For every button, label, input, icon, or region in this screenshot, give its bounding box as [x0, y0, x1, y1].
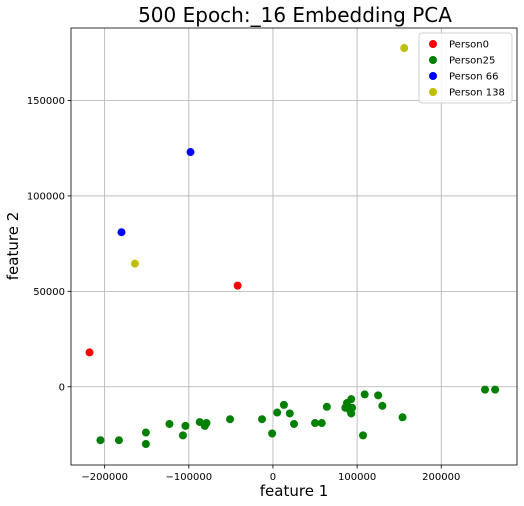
x-tick-label: −200000: [81, 472, 128, 483]
data-point: [233, 281, 242, 290]
data-point: [186, 148, 195, 157]
data-point: [141, 428, 150, 437]
data-point: [285, 409, 294, 418]
y-axis-title: feature 2: [4, 212, 22, 280]
data-point: [279, 400, 288, 409]
data-point: [181, 421, 190, 430]
data-point: [348, 403, 357, 412]
data-point: [258, 415, 267, 424]
legend-label: Person0: [449, 40, 489, 51]
data-point: [178, 431, 187, 440]
y-tick-label: 150000: [27, 96, 65, 107]
legend-marker: [429, 72, 437, 80]
x-tick-label: 100000: [338, 472, 376, 483]
data-point: [202, 419, 211, 428]
data-point: [114, 436, 123, 445]
data-point: [311, 419, 320, 428]
data-point: [347, 395, 356, 404]
legend-marker: [429, 40, 437, 48]
data-point: [374, 391, 383, 400]
data-point: [130, 259, 139, 268]
data-point: [226, 415, 235, 424]
y-tick-label: 50000: [33, 287, 65, 298]
data-point: [141, 440, 150, 449]
data-point: [117, 228, 126, 237]
data-point: [481, 385, 490, 394]
data-point: [359, 431, 368, 440]
data-point: [85, 348, 94, 357]
data-point: [290, 419, 298, 428]
data-point: [273, 408, 282, 417]
data-points: [85, 44, 500, 449]
legend-marker: [429, 56, 437, 64]
data-point: [165, 419, 174, 428]
x-axis-title: feature 1: [260, 482, 328, 500]
data-point: [491, 385, 500, 394]
y-tick-label: 0: [59, 382, 65, 393]
data-point: [317, 419, 326, 428]
legend-label: Person 138: [449, 88, 505, 99]
data-point: [322, 402, 331, 411]
x-tick-label: 0: [270, 472, 276, 483]
axis-ticks: −200000 −100000 0 100000 200000 0 50000 100000 1…: [27, 96, 461, 483]
legend-label: Person 66: [449, 72, 499, 83]
data-point: [400, 44, 409, 53]
x-tick-label: 200000: [422, 472, 460, 483]
legend-label: Person25: [449, 56, 495, 67]
x-tick-label: −100000: [166, 472, 213, 483]
legend-box: [418, 32, 513, 104]
data-point: [96, 436, 105, 445]
y-tick-label: 100000: [27, 191, 65, 202]
chart-title: 500 Epoch:_16 Embedding PCA: [138, 3, 452, 27]
data-point: [398, 413, 407, 422]
legend-marker: [429, 88, 437, 96]
data-point: [268, 429, 277, 438]
legend: Person0 Person25 Person 66 Person 138: [418, 32, 513, 104]
plot-frame: [70, 27, 518, 466]
data-point: [360, 390, 369, 399]
data-point: [378, 401, 387, 410]
